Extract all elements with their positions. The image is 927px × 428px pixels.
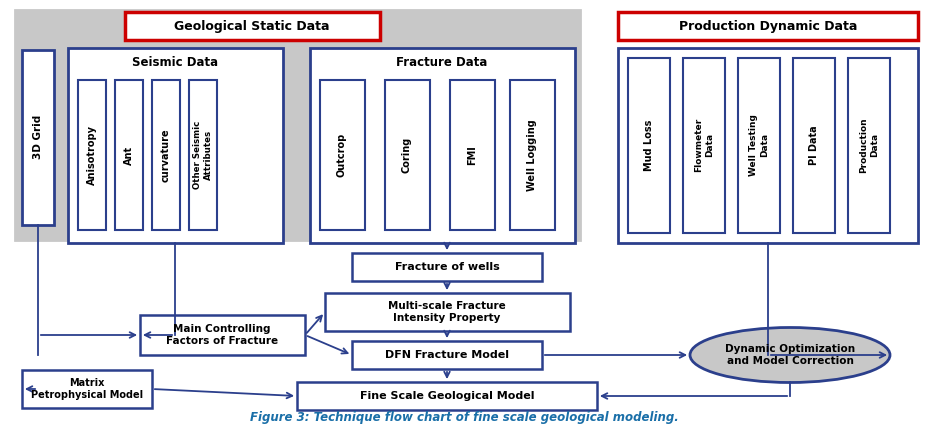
- Text: Flowmeter
Data: Flowmeter Data: [693, 118, 713, 172]
- Bar: [15, 10, 579, 240]
- Text: Multi-scale Fracture
Intensity Property: Multi-scale Fracture Intensity Property: [387, 301, 505, 323]
- Bar: [450, 80, 494, 230]
- Text: Outcrop: Outcrop: [337, 133, 347, 177]
- Text: PI Data: PI Data: [808, 125, 819, 165]
- Bar: [68, 48, 283, 243]
- Text: Seismic Data: Seismic Data: [132, 56, 218, 68]
- Text: Ant: Ant: [124, 146, 133, 164]
- Bar: [510, 80, 554, 230]
- Bar: [297, 382, 596, 410]
- Bar: [351, 341, 541, 369]
- Bar: [189, 80, 217, 230]
- Bar: [385, 80, 429, 230]
- Bar: [617, 48, 917, 243]
- Text: 3D Grid: 3D Grid: [33, 115, 43, 159]
- Bar: [115, 80, 143, 230]
- Text: Matrix
Petrophysical Model: Matrix Petrophysical Model: [31, 378, 143, 400]
- Bar: [847, 58, 889, 233]
- Text: FMI: FMI: [466, 145, 476, 165]
- Bar: [628, 58, 669, 233]
- Text: Well Logging: Well Logging: [527, 119, 537, 191]
- Text: Mud Loss: Mud Loss: [643, 119, 654, 171]
- Text: Fine Scale Geological Model: Fine Scale Geological Model: [360, 391, 534, 401]
- Bar: [125, 12, 379, 40]
- Text: Dynamic Optimization
and Model Correction: Dynamic Optimization and Model Correctio…: [724, 344, 854, 366]
- Bar: [324, 293, 569, 331]
- Text: Anisotropy: Anisotropy: [87, 125, 97, 185]
- Bar: [310, 48, 575, 243]
- Bar: [22, 50, 54, 225]
- Ellipse shape: [690, 327, 889, 383]
- Text: Other Seismic
Attributes: Other Seismic Attributes: [193, 121, 212, 189]
- Bar: [617, 12, 917, 40]
- Bar: [351, 253, 541, 281]
- Text: Fracture Data: Fracture Data: [396, 56, 488, 68]
- Text: Geological Static Data: Geological Static Data: [174, 20, 329, 33]
- Text: Production Dynamic Data: Production Dynamic Data: [678, 20, 857, 33]
- Text: curvature: curvature: [160, 128, 171, 182]
- Text: Production
Data: Production Data: [858, 117, 878, 173]
- Bar: [78, 80, 106, 230]
- Bar: [22, 370, 152, 408]
- Text: Fracture of wells: Fracture of wells: [394, 262, 499, 272]
- Text: Well Testing
Data: Well Testing Data: [748, 114, 768, 176]
- Bar: [320, 80, 364, 230]
- Bar: [737, 58, 780, 233]
- Text: Figure 3: Technique flow chart of fine scale geological modeling.: Figure 3: Technique flow chart of fine s…: [249, 411, 678, 425]
- Bar: [793, 58, 834, 233]
- Text: Main Controlling
Factors of Fracture: Main Controlling Factors of Fracture: [166, 324, 278, 346]
- Bar: [140, 315, 305, 355]
- Bar: [682, 58, 724, 233]
- Text: DFN Fracture Model: DFN Fracture Model: [385, 350, 508, 360]
- Text: Coring: Coring: [401, 137, 412, 173]
- Bar: [152, 80, 180, 230]
